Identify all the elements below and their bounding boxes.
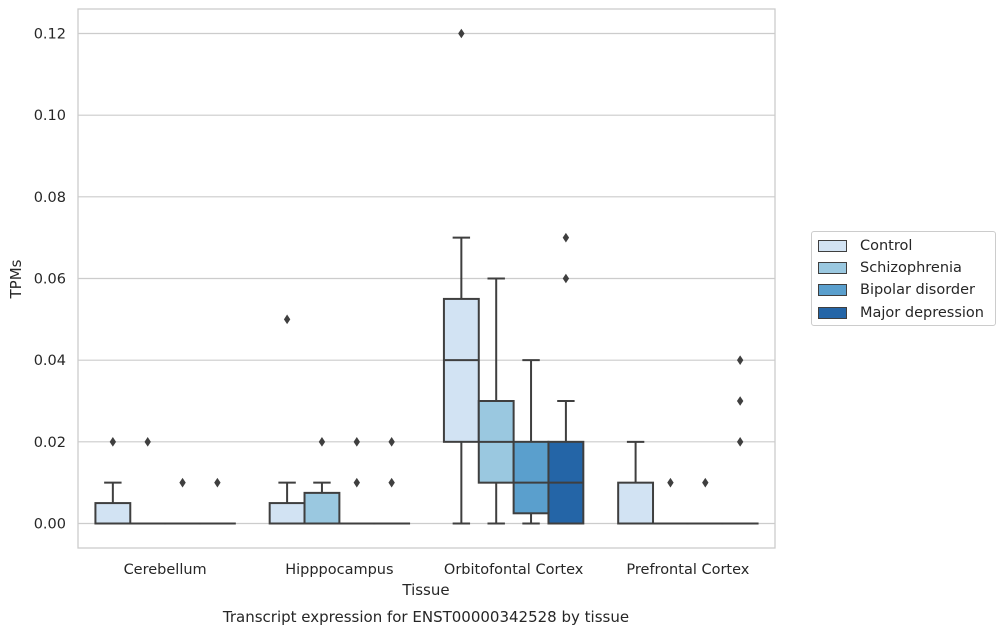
y-axis-label: TPMs (7, 259, 25, 299)
chart-title: Transcript expression for ENST0000034252… (222, 608, 629, 626)
outlier-point (702, 477, 709, 488)
outlier-point (214, 477, 221, 488)
y-tick-label: 0.08 (34, 190, 66, 206)
y-tick-label: 0.02 (34, 435, 66, 451)
outliers (109, 28, 744, 488)
outlier-point (179, 477, 186, 488)
outlier-point (388, 437, 395, 447)
legend-label-schizophrenia: Schizophrenia (860, 260, 962, 276)
outlier-point (562, 273, 570, 284)
x-tick-label: Prefrontal Cortex (626, 562, 749, 578)
legend-label-control: Control (860, 238, 913, 254)
plot-area-border (77, 8, 776, 549)
y-tick-label: 0.04 (34, 353, 66, 369)
legend-swatch-schizophrenia (818, 262, 847, 274)
outlier-point (144, 437, 151, 447)
outlier-point (736, 355, 744, 365)
box-plots (94, 236, 759, 525)
outlier-point (736, 437, 744, 447)
outlier-point (109, 437, 117, 447)
x-axis-label: Tissue (401, 581, 449, 599)
legend-item-control: Control (818, 237, 912, 255)
x-tick-label: Orbitofontal Cortex (444, 562, 584, 578)
box (303, 491, 341, 525)
box (617, 481, 655, 525)
y-tick-labels: 0.00 0.02 0.04 0.06 0.08 0.10 0.12 (34, 27, 66, 533)
outlier-point (458, 28, 465, 39)
legend-item-bipolar-disorder: Bipolar disorder (818, 281, 975, 299)
box (512, 440, 550, 515)
box (268, 502, 306, 525)
y-tick-label: 0.10 (34, 108, 66, 124)
outlier-point (353, 477, 360, 488)
box (94, 502, 132, 525)
y-tick-label: 0.06 (34, 272, 66, 288)
box (442, 297, 480, 443)
outlier-point (736, 396, 744, 406)
outlier-point (562, 232, 570, 243)
legend-label-major-depression: Major depression (860, 305, 984, 321)
legend-item-major-depression: Major depression (818, 304, 984, 322)
legend-swatch-control (818, 240, 847, 252)
legend-swatch-major-depression (818, 307, 847, 319)
x-tick-label: Cerebellum (124, 562, 207, 578)
outlier-point (318, 437, 326, 447)
y-tick-label: 0.12 (34, 27, 66, 43)
y-tick-label: 0.00 (34, 517, 66, 533)
legend-item-schizophrenia: Schizophrenia (818, 259, 962, 277)
outlier-point (283, 314, 291, 325)
x-tick-label: Hipppocampus (285, 562, 393, 578)
outlier-point (388, 477, 395, 488)
outlier-point (667, 477, 674, 488)
x-tick-labels: Cerebellum Hipppocampus Orbitofontal Corte… (124, 562, 750, 578)
legend: Control Schizophrenia Bipolar disorder M… (811, 231, 996, 326)
legend-swatch-bipolar-disorder (818, 284, 847, 296)
legend-label-bipolar-disorder: Bipolar disorder (860, 282, 975, 298)
gridlines (78, 32, 775, 525)
outlier-point (353, 437, 360, 447)
